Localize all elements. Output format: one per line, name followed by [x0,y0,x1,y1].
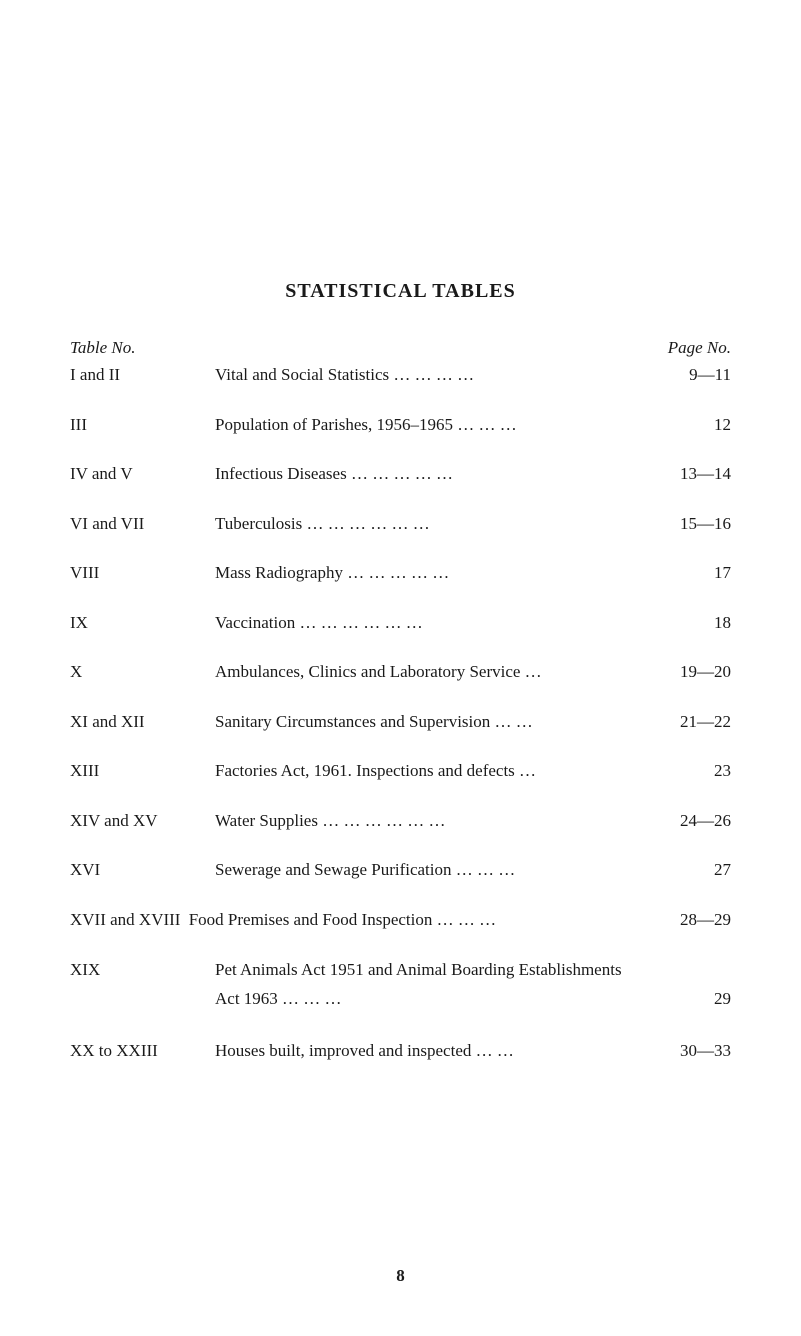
description: Food Premises and Food Inspection … … … [189,910,496,929]
table-row: VI and VII Tuberculosis … … … … … … 15—1… [70,511,731,537]
table-no-header: Table No. [70,338,136,358]
page-no: 13—14 [651,461,731,487]
table-no: VIII [70,560,215,586]
page-no: 9—11 [651,362,731,388]
page-no: 29 [651,985,731,1014]
description: Pet Animals Act 1951 and Animal Boarding… [215,956,651,1014]
table-header: Table No. Page No. [70,338,731,358]
description: Vaccination … … … … … … [215,610,651,636]
page-no: 15—16 [651,511,731,537]
table-no: XI and XII [70,709,215,735]
description: Infectious Diseases … … … … … [215,461,651,487]
page-no: 12 [651,412,731,438]
description: Mass Radiography … … … … … [215,560,651,586]
table-no: XIII [70,758,215,784]
table-no: X [70,659,215,685]
description: Vital and Social Statistics … … … … [215,362,651,388]
table-row: I and II Vital and Social Statistics … …… [70,362,731,388]
page-no: 19—20 [651,659,731,685]
page-number: 8 [396,1266,405,1286]
table-no: III [70,412,215,438]
description: Ambulances, Clinics and Laboratory Servi… [215,659,651,685]
description: Population of Parishes, 1956–1965 … … … [215,412,651,438]
table-row: XIV and XV Water Supplies … … … … … … 24… [70,808,731,834]
table-no-and-desc: XVII and XVIII Food Premises and Food In… [70,907,496,933]
content-rows: I and II Vital and Social Statistics … …… [70,362,731,1063]
table-no: XVII and XVIII [70,910,180,929]
page-no: 27 [651,857,731,883]
page-no-header: Page No. [668,338,731,358]
page-no: 21—22 [651,709,731,735]
description: Sewerage and Sewage Purification … … … [215,857,651,883]
description: Sanitary Circumstances and Supervision …… [215,709,651,735]
description: Water Supplies … … … … … … [215,808,651,834]
table-row: IX Vaccination … … … … … … 18 [70,610,731,636]
page-no: 17 [651,560,731,586]
description: Factories Act, 1961. Inspections and def… [215,758,651,784]
table-row: XIII Factories Act, 1961. Inspections an… [70,758,731,784]
table-row: XIX Pet Animals Act 1951 and Animal Boar… [70,956,731,1014]
table-no: XIV and XV [70,808,215,834]
page-no: 30—33 [651,1038,731,1064]
description: Tuberculosis … … … … … … [215,511,651,537]
table-row: XI and XII Sanitary Circumstances and Su… [70,709,731,735]
page-no: 18 [651,610,731,636]
page-no: 28—29 [651,907,731,933]
table-no: XX to XXIII [70,1038,215,1064]
table-no: IX [70,610,215,636]
table-no: XIX [70,956,215,985]
page-no: 23 [651,758,731,784]
table-no: I and II [70,362,215,388]
table-row: XVI Sewerage and Sewage Purification … …… [70,857,731,883]
table-row: XX to XXIII Houses built, improved and i… [70,1038,731,1064]
table-no: VI and VII [70,511,215,537]
table-row: III Population of Parishes, 1956–1965 … … [70,412,731,438]
table-row: VIII Mass Radiography … … … … … 17 [70,560,731,586]
table-row: IV and V Infectious Diseases … … … … … 1… [70,461,731,487]
table-row: X Ambulances, Clinics and Laboratory Ser… [70,659,731,685]
table-no: XVI [70,857,215,883]
table-row: XVII and XVIII Food Premises and Food In… [70,907,731,933]
table-no: IV and V [70,461,215,487]
description: Houses built, improved and inspected … … [215,1038,651,1064]
page-no: 24—26 [651,808,731,834]
page-title: STATISTICAL TABLES [70,280,731,303]
